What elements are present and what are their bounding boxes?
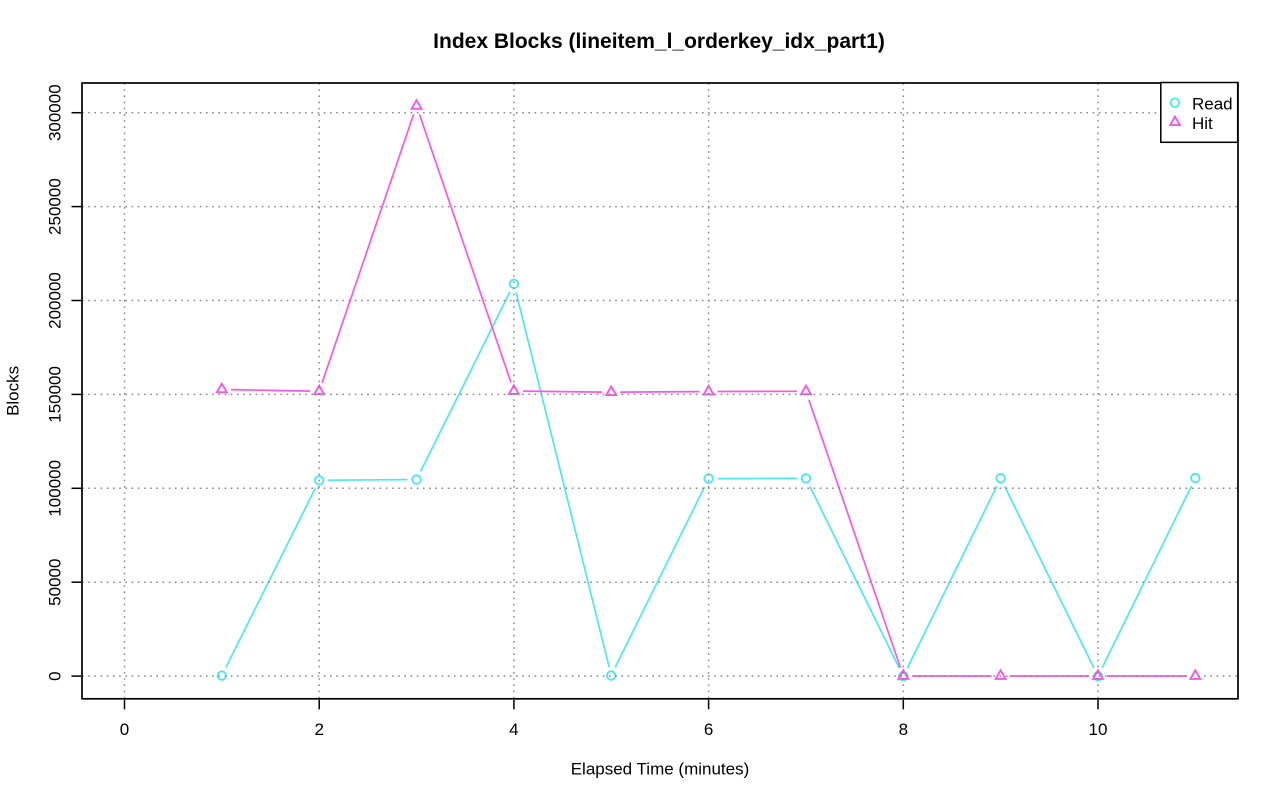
svg-text:Hit: Hit [1192,114,1213,133]
svg-text:0: 0 [45,671,64,680]
svg-text:Index Blocks (lineitem_l_order: Index Blocks (lineitem_l_orderkey_idx_pa… [433,30,885,53]
svg-text:8: 8 [899,720,908,739]
svg-text:0: 0 [120,720,129,739]
svg-text:200000: 200000 [45,272,64,329]
svg-text:2: 2 [314,720,323,739]
svg-text:50000: 50000 [45,559,64,606]
svg-text:6: 6 [704,720,713,739]
svg-text:100000: 100000 [45,460,64,517]
svg-text:300000: 300000 [45,84,64,141]
svg-text:Read: Read [1192,94,1233,113]
svg-text:4: 4 [509,720,518,739]
svg-text:150000: 150000 [45,366,64,423]
svg-text:10: 10 [1089,720,1108,739]
svg-text:Elapsed Time (minutes): Elapsed Time (minutes) [571,760,750,779]
svg-text:250000: 250000 [45,178,64,235]
svg-text:Blocks: Blocks [3,366,22,416]
